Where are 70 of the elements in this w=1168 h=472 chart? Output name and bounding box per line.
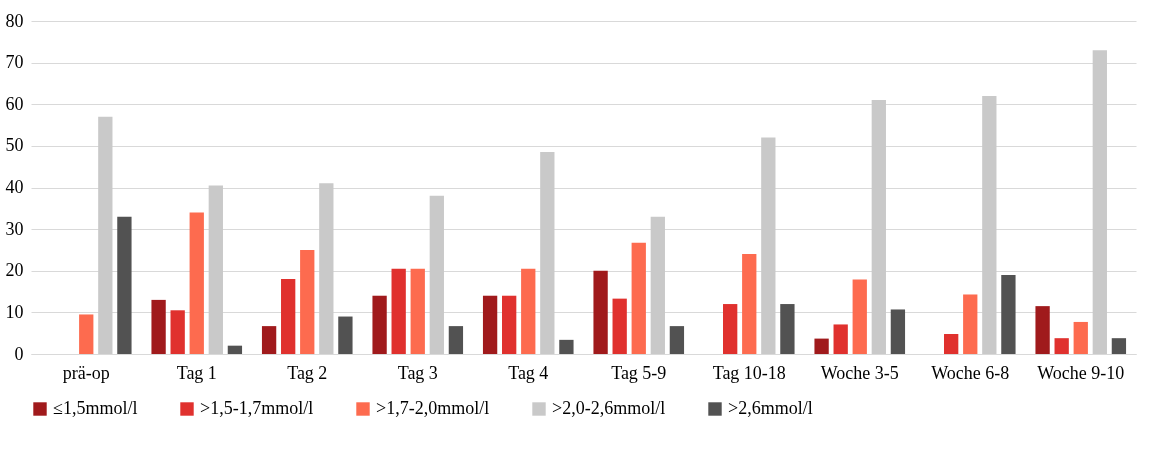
legend-label: >1,7-2,0mmol/l	[376, 398, 490, 418]
bar	[944, 334, 959, 354]
bar	[540, 152, 555, 354]
bar	[410, 268, 425, 354]
bar	[982, 95, 997, 354]
bar	[833, 324, 848, 354]
bar	[189, 212, 204, 354]
bar	[814, 338, 829, 354]
bar	[1035, 306, 1050, 354]
bar	[890, 309, 906, 354]
legend-label: ≤1,5mmol/l	[53, 398, 138, 418]
bar	[1073, 321, 1088, 354]
bar	[79, 314, 94, 354]
bar	[1001, 274, 1016, 354]
y-tick-label: 60	[5, 93, 24, 114]
x-tick-label: Tag 4	[508, 362, 549, 383]
legend-label: >2,0-2,6mmol/l	[552, 398, 666, 418]
bar	[593, 270, 608, 354]
y-tick-label: 0	[14, 343, 24, 364]
bar	[521, 268, 536, 354]
bar	[227, 345, 243, 354]
bar	[319, 183, 334, 354]
bar	[482, 295, 498, 354]
bar	[669, 326, 685, 354]
x-tick-label: Tag 3	[397, 362, 438, 383]
y-tick-label: 50	[5, 135, 24, 156]
bar	[780, 304, 795, 354]
bar	[117, 216, 132, 354]
bar	[300, 249, 315, 354]
x-tick-label: Tag 1	[176, 362, 217, 383]
x-tick-label: Woche 3-5	[820, 362, 899, 383]
legend-label: >2,6mmol/l	[728, 398, 813, 418]
bar	[448, 326, 464, 354]
bar	[208, 185, 223, 354]
bar	[852, 279, 867, 354]
bar	[742, 254, 757, 354]
bar	[98, 116, 113, 354]
x-tick-label: Tag 5-9	[611, 362, 667, 383]
bar	[761, 137, 776, 354]
bar	[723, 304, 738, 354]
bar	[170, 310, 185, 354]
bar	[261, 326, 277, 354]
bar	[151, 299, 166, 354]
bar	[650, 216, 665, 354]
bar	[612, 298, 627, 354]
x-tick-label: prä-op	[62, 362, 110, 383]
y-tick-label: 70	[5, 52, 24, 73]
x-tick-label: Tag 2	[287, 362, 328, 383]
bar	[429, 195, 444, 354]
y-tick-label: 20	[5, 260, 24, 281]
y-tick-label: 40	[5, 177, 24, 197]
bar	[1111, 338, 1127, 354]
y-tick-label: 30	[5, 218, 24, 239]
bar	[631, 242, 646, 354]
y-tick-label: 80	[5, 10, 24, 31]
bar	[502, 295, 517, 354]
bar	[871, 100, 886, 354]
bar	[559, 339, 574, 354]
bar	[963, 294, 978, 354]
bar	[1054, 338, 1069, 354]
x-tick-label: Woche 9-10	[1037, 362, 1125, 383]
y-tick-label: 10	[5, 301, 24, 322]
x-tick-label: Tag 10-18	[712, 362, 786, 383]
bar	[338, 316, 353, 354]
bar	[1092, 50, 1107, 354]
bar	[372, 295, 387, 354]
x-tick-label: Woche 6-8	[931, 362, 1010, 383]
bar	[391, 268, 406, 354]
bar	[281, 279, 296, 354]
legend-label: >1,5-1,7mmol/l	[200, 398, 314, 418]
